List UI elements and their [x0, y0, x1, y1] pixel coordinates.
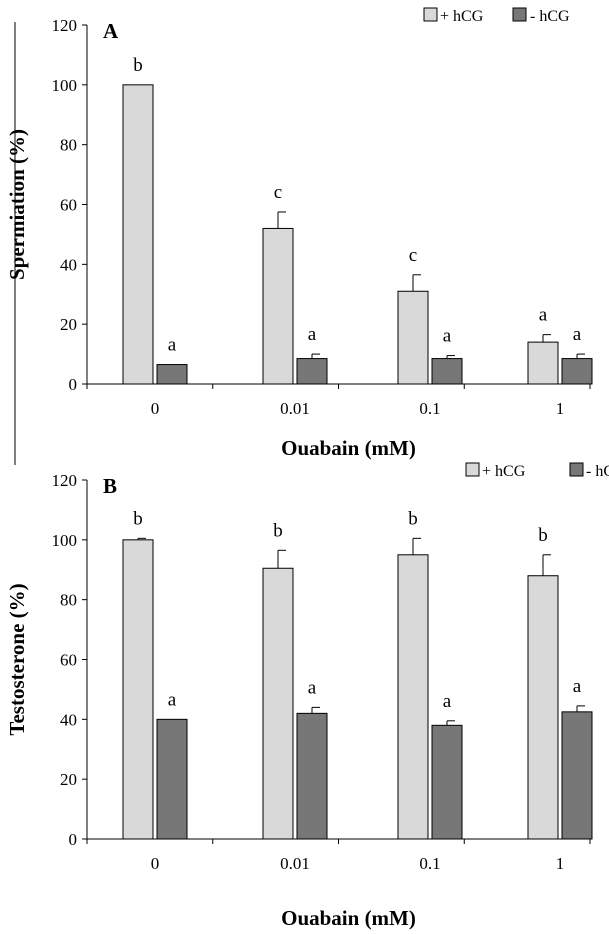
- panel-b-significance-letter: a: [573, 676, 582, 697]
- panel-a-bar-plus-hcg: [122, 84, 154, 385]
- panel-a-significance-letter: a: [308, 324, 317, 345]
- panel-a-x-tick-label: 0: [151, 399, 160, 418]
- panel-b-legend-label: + hCG: [482, 463, 526, 480]
- panel-a-significance-letter: b: [133, 55, 143, 76]
- panel-a-y-tick-label: 20: [60, 315, 77, 334]
- panel-b-y-tick-label: 120: [52, 471, 78, 490]
- panel-b-bar-minus-hcg: [296, 712, 328, 840]
- panel-b-x-tick-label: 1: [556, 854, 565, 873]
- panel-a-significance-letter: a: [168, 335, 177, 356]
- panel-a-bar-minus-hcg: [296, 358, 328, 385]
- panel-a-bar-minus-hcg: [156, 364, 188, 385]
- panel-b-bar-minus-hcg: [156, 718, 188, 840]
- panel-a-y-tick-label: 120: [52, 16, 78, 35]
- panel-a-y-tick-label: 60: [60, 196, 77, 215]
- panel-b-y-tick-label: 40: [60, 710, 77, 729]
- panel-a-y-tick-label: 0: [69, 375, 78, 394]
- panel-a-x-tick-label: 0.01: [280, 399, 310, 418]
- panel-a-y-axis-title: Spermiation (%): [5, 129, 29, 280]
- panel-a-legend-label: - hCG: [530, 8, 570, 25]
- panel-b-label: B: [103, 474, 117, 498]
- panel-b-x-tick-label: 0.01: [280, 854, 310, 873]
- panel-b-significance-letter: a: [168, 689, 177, 710]
- panel-b-legend-swatch: [465, 462, 480, 477]
- panel-b-y-tick-label: 0: [69, 830, 78, 849]
- panel-b-y-tick-label: 100: [52, 531, 78, 550]
- panel-b-y-axis-title: Testosterone (%): [5, 583, 29, 735]
- panel-b-significance-letter: b: [273, 520, 283, 541]
- panel-a-label: A: [103, 19, 119, 43]
- panel-b-significance-letter: b: [133, 508, 143, 529]
- panel-b-significance-letter: a: [443, 691, 452, 712]
- panel-b-legend-swatch: [569, 462, 584, 477]
- panel-a-bar-plus-hcg: [397, 290, 429, 385]
- panel-a-legend-swatch: [423, 7, 438, 22]
- panel-a-legend-swatch: [512, 7, 527, 22]
- panel-a-bar-plus-hcg: [262, 227, 294, 385]
- panel-b-bar-minus-hcg: [431, 724, 463, 840]
- panel-a-legend-label: + hCG: [440, 8, 484, 25]
- panel-b-y-tick-label: 60: [60, 651, 77, 670]
- panel-b-legend-label: - hCG: [586, 463, 609, 480]
- panel-a-significance-letter: c: [409, 245, 417, 266]
- panel-a-x-tick-label: 1: [556, 399, 565, 418]
- panel-a-bar-plus-hcg: [527, 341, 559, 385]
- panel-a-y-tick-label: 100: [52, 76, 78, 95]
- panel-b-significance-letter: b: [538, 525, 548, 546]
- panel-b-bar-plus-hcg: [527, 575, 559, 840]
- panel-b-x-tick-label: 0: [151, 854, 160, 873]
- panel-b-x-axis-title: Ouabain (mM): [281, 906, 416, 930]
- panel-a-significance-letter: a: [573, 324, 582, 345]
- panel-b-bar-plus-hcg: [397, 554, 429, 840]
- panel-b-bar-plus-hcg: [122, 539, 154, 840]
- panel-a-bar-minus-hcg: [431, 358, 463, 385]
- panel-b-significance-letter: a: [308, 677, 317, 698]
- panel-b-bar-minus-hcg: [561, 711, 593, 840]
- panel-a-significance-letter: c: [274, 182, 282, 203]
- panel-a-significance-letter: a: [539, 305, 548, 326]
- panel-b-y-tick-label: 80: [60, 591, 77, 610]
- panel-b-x-tick-label: 0.1: [419, 854, 440, 873]
- panel-b-bar-plus-hcg: [262, 567, 294, 840]
- panel-a-y-tick-label: 80: [60, 136, 77, 155]
- panel-a-significance-letter: a: [443, 326, 452, 347]
- panel-a-y-tick-label: 40: [60, 255, 77, 274]
- panel-a-bar-minus-hcg: [561, 358, 593, 385]
- panel-a-x-tick-label: 0.1: [419, 399, 440, 418]
- panel-b-significance-letter: b: [408, 508, 418, 529]
- panel-a-x-axis-title: Ouabain (mM): [281, 436, 416, 460]
- panel-b-y-tick-label: 20: [60, 770, 77, 789]
